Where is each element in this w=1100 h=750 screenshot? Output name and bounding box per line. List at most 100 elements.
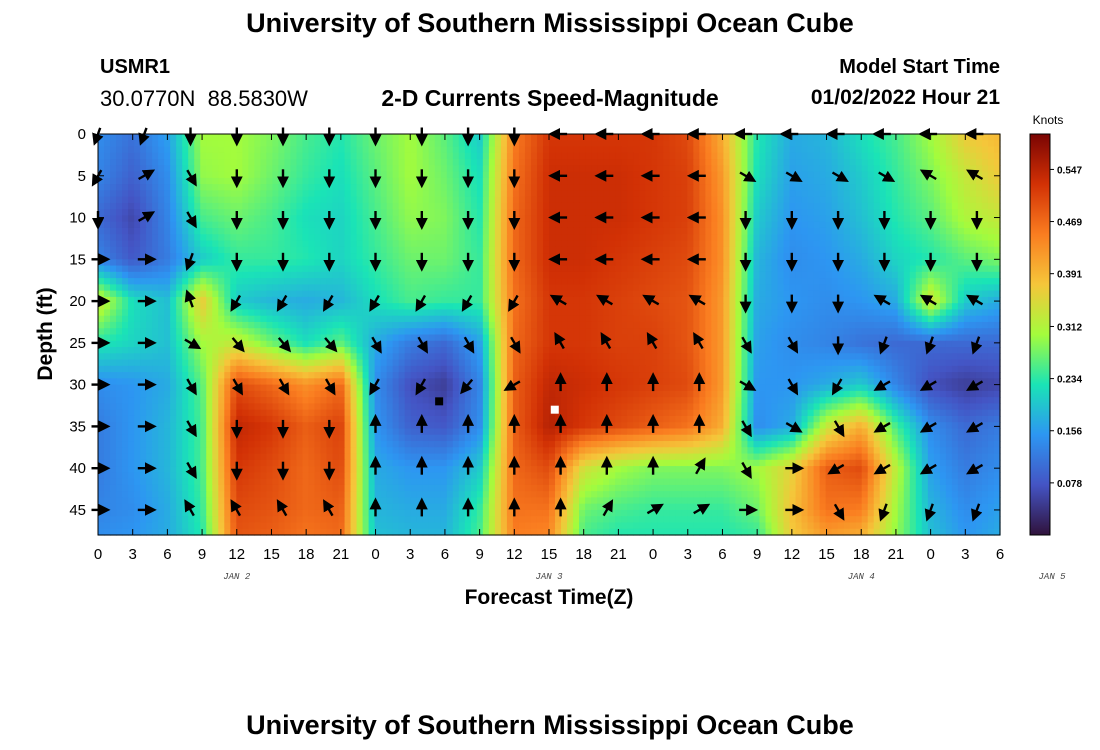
heat-cell (843, 159, 851, 166)
heat-cell (651, 202, 658, 210)
heat-cell (434, 215, 442, 223)
heat-cell (663, 152, 670, 160)
heat-cell (597, 227, 604, 235)
heat-cell (254, 196, 261, 204)
heat-cell (524, 140, 532, 148)
heat-cell (470, 271, 478, 279)
heat-cell (663, 296, 670, 304)
heat-cell (777, 184, 785, 191)
heat-cell (188, 321, 195, 329)
heat-cell (681, 234, 688, 242)
heat-cell (969, 202, 977, 210)
heat-cell (164, 303, 171, 311)
heat-cell (663, 146, 670, 154)
heat-cell (957, 234, 965, 242)
heat-cell (158, 328, 165, 336)
heat-cell (482, 246, 490, 254)
heat-cell (416, 146, 424, 154)
heat-cell (843, 284, 851, 292)
heat-cell (747, 265, 755, 273)
heat-cell (753, 278, 761, 285)
heat-cell (699, 177, 706, 185)
heat-cell (152, 134, 159, 141)
heat-cell (398, 334, 406, 342)
heat-cell (603, 209, 610, 217)
heat-cell (693, 227, 700, 235)
heat-cell (855, 171, 863, 179)
heat-cell (458, 240, 466, 248)
heat-cell (633, 165, 640, 173)
heat-cell (903, 284, 911, 292)
heat-cell (506, 259, 514, 267)
heat-cell (627, 209, 634, 217)
heat-cell (488, 134, 496, 141)
heat-cell (158, 340, 165, 348)
heat-cell (963, 146, 971, 154)
heat-cell (446, 290, 454, 298)
heat-cell (867, 259, 875, 267)
heat-cell (458, 177, 466, 185)
heat-cell (693, 284, 700, 292)
heat-cell (729, 246, 737, 254)
heat-cell (987, 315, 995, 323)
heat-cell (170, 202, 177, 210)
heat-cell (308, 340, 316, 348)
heat-cell (338, 184, 346, 191)
heat-cell (747, 190, 755, 198)
heat-cell (194, 159, 201, 166)
heat-cell (789, 190, 797, 198)
heat-cell (110, 303, 117, 311)
heat-cell (122, 328, 129, 336)
heat-cell (771, 253, 779, 260)
heat-cell (801, 140, 809, 148)
heat-cell (188, 246, 195, 254)
heat-cell (561, 309, 568, 317)
heat-cell (861, 290, 869, 298)
heat-cell (170, 321, 177, 329)
heat-cell (224, 209, 231, 217)
heat-cell (422, 165, 430, 173)
heat-cell (188, 271, 195, 279)
heat-cell (567, 321, 574, 329)
heat-cell (819, 271, 827, 279)
heat-cell (374, 159, 382, 166)
heat-cell (657, 278, 664, 285)
heat-cell (915, 309, 923, 317)
heat-cell (669, 290, 676, 298)
heat-cell (825, 271, 833, 279)
heat-cell (819, 134, 827, 141)
heat-cell (308, 227, 316, 235)
heat-cell (242, 246, 249, 254)
heat-cell (350, 227, 358, 235)
heat-cell (915, 134, 923, 141)
heat-cell (651, 240, 658, 248)
heat-cell (879, 146, 887, 154)
heat-cell (170, 309, 177, 317)
heat-cell (783, 215, 791, 223)
heat-cell (597, 334, 604, 342)
heat-cell (561, 134, 568, 141)
heat-cell (146, 152, 153, 160)
heat-cell (975, 202, 983, 210)
heat-cell (993, 240, 1001, 248)
heat-cell (873, 202, 881, 210)
heat-cell (230, 140, 237, 148)
heat-cell (621, 221, 628, 229)
heat-cell (975, 290, 983, 298)
heat-cell (326, 184, 334, 191)
heat-cell (368, 202, 376, 210)
heat-cell (290, 328, 298, 336)
heat-cell (110, 177, 117, 185)
heat-cell (314, 303, 322, 311)
heat-cell (326, 328, 334, 336)
heat-cell (915, 296, 923, 304)
heat-cell (801, 284, 809, 292)
heat-cell (524, 303, 532, 311)
heat-cell (194, 309, 201, 317)
heat-cell (735, 221, 743, 229)
heat-cell (116, 146, 123, 154)
heat-cell (314, 259, 322, 267)
heat-cell (921, 303, 929, 311)
heat-cell (897, 334, 905, 342)
heat-cell (146, 177, 153, 185)
